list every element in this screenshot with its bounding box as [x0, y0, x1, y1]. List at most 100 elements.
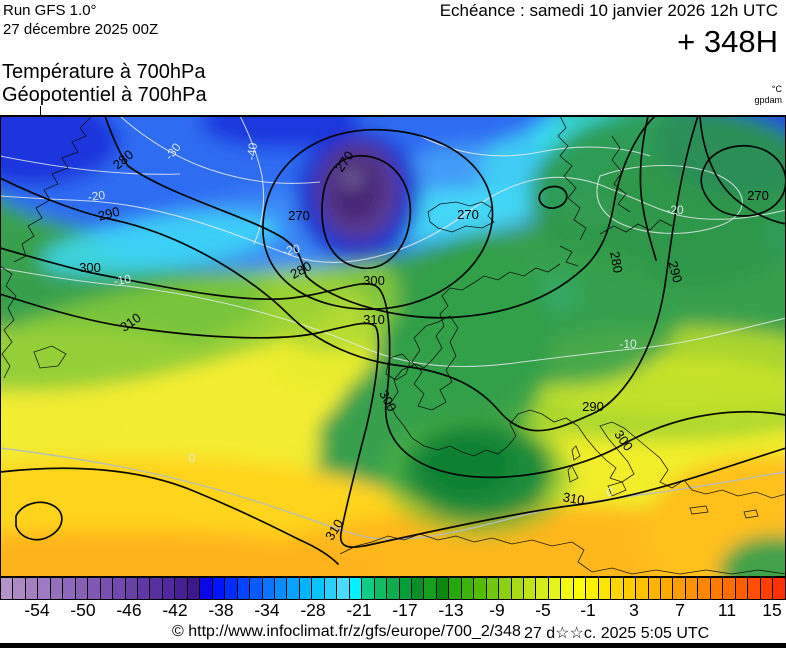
colorbar-cell [212, 578, 226, 599]
colorbar-cell [486, 578, 500, 599]
colorbar-ticks: -54 -50 -46 -42 -38 -34 -28 -21 -17 -13 -9 -5 -1 3 7 11… [0, 599, 786, 621]
colorbar-tick-label: -21 [346, 600, 372, 620]
colorbar-cell [424, 578, 437, 599]
colorbar-tick-label: -46 [116, 600, 142, 620]
colorbar-cell [337, 578, 350, 599]
colorbar-cell [536, 578, 549, 599]
colorbar-cell [274, 578, 288, 599]
colorbar-cell [623, 578, 637, 599]
isotherm-label: -40 [244, 142, 260, 161]
colorbar-cell [399, 578, 412, 599]
isotherm-label: -20 [666, 203, 684, 217]
colorbar-cell [250, 578, 263, 599]
colorbar-cell [63, 578, 76, 599]
geopotential-contour-label: 280 [607, 250, 626, 274]
colorbar-cell [162, 578, 176, 599]
colorbar-cell [125, 578, 138, 599]
colorbar-cell [598, 578, 612, 599]
colorbar-cell [511, 578, 525, 599]
footer: © http://www.infoclimat.fr/z/gfs/europe/… [0, 620, 786, 643]
colorbar-tick-label: -34 [254, 600, 280, 620]
parameter-geopotential: Géopotentiel à 700hPa [2, 84, 207, 106]
colorbar-cell [698, 578, 711, 599]
weather-map: -30 -40 -20 -20 -20 -10 -10 0 0 270 270 270 270 280 2… [0, 115, 786, 577]
colorbar-cell [524, 578, 537, 599]
colorbar-cell [287, 578, 300, 599]
colorbar-tick-label: 3 [629, 600, 639, 620]
colorbar-cell [773, 578, 786, 599]
colorbar-tick-label: -38 [208, 600, 234, 620]
geopotential-contour-label: 270 [288, 208, 310, 223]
colorbar-tick-label: -42 [162, 600, 188, 620]
valid-time-block: Echéance : samedi 10 janvier 2026 12h UT… [440, 1, 778, 60]
colorbar-cell [113, 578, 126, 599]
isotherm-label: 0 [607, 485, 614, 499]
colorbar-cell [374, 578, 388, 599]
colorbar-cell [499, 578, 512, 599]
colorbar-cell [723, 578, 736, 599]
colorbar-cell [25, 578, 39, 599]
geopotential-contour-label: 290 [96, 204, 121, 224]
map-frame-tick [40, 106, 41, 115]
colorbar-cell [436, 578, 450, 599]
colorbar-cell [150, 578, 163, 599]
isotherm-label: -20 [281, 241, 301, 258]
colorbar-cell [50, 578, 64, 599]
unit-geopotential: gpdam [754, 95, 782, 105]
colorbar-cell [760, 578, 774, 599]
colorbar-tick-label: -9 [489, 600, 505, 620]
colorbar-cell [648, 578, 662, 599]
isotherm-label: -20 [87, 188, 106, 204]
colorbar-cell [312, 578, 325, 599]
geopotential-contour-label: 310 [363, 312, 385, 327]
colorbar-cell [200, 578, 213, 599]
isotherm-label: -10 [619, 337, 637, 351]
colorbar-cell [710, 578, 724, 599]
unit-temperature: °C [771, 84, 782, 94]
colorbar-tick-label: 11 [717, 600, 737, 620]
generation-timestamp: 27 d☆☆c. 2025 5:05 UTC [524, 625, 710, 642]
colorbar-cell [137, 578, 151, 599]
run-model: Run GFS 1.0° [3, 2, 97, 19]
colorbar-cell [75, 578, 89, 599]
colorbar-tick-label: -13 [438, 600, 464, 620]
colorbar-cell [225, 578, 238, 599]
colorbar-cell [175, 578, 188, 599]
colorbar-cell [636, 578, 649, 599]
colorbar-tick-label: -50 [70, 600, 96, 620]
copyright-url: © http://www.infoclimat.fr/z/gfs/europe/… [172, 623, 521, 640]
colorbar-tick-label: 15 [762, 600, 782, 620]
parameter-titles: Température à 700hPa Géopotentiel à 700h… [2, 61, 207, 107]
unit-labels: °C gpdam [754, 84, 782, 106]
colorbar-cell [661, 578, 674, 599]
colorbar-tick-label: -28 [300, 600, 326, 620]
colorbar [0, 577, 786, 600]
geopotential-contour-label: 310 [562, 489, 586, 508]
run-info: Run GFS 1.0° 27 décembre 2025 00Z [3, 1, 158, 39]
colorbar-tick-label: -17 [392, 600, 418, 620]
colorbar-cell [573, 578, 587, 599]
colorbar-cell [611, 578, 624, 599]
colorbar-tick-label: -1 [580, 600, 596, 620]
colorbar-cell [237, 578, 251, 599]
colorbar-cell [387, 578, 400, 599]
run-date: 27 décembre 2025 00Z [3, 21, 159, 38]
geopotential-contour-label: 270 [457, 207, 479, 222]
geopotential-contour-label: 300 [79, 260, 101, 275]
bottom-black-bar [0, 643, 786, 648]
colorbar-cell [411, 578, 425, 599]
colorbar-cell [748, 578, 761, 599]
colorbar-cell [349, 578, 363, 599]
geopotential-contour-label: 290 [665, 259, 685, 284]
colorbar-cell [187, 578, 201, 599]
colorbar-cell [88, 578, 101, 599]
colorbar-tick-label: -5 [535, 600, 551, 620]
coastlines [0, 116, 786, 575]
isotherm-lines [0, 116, 786, 541]
colorbar-cell [673, 578, 686, 599]
colorbar-cell [449, 578, 462, 599]
isotherm-label: 0 [189, 451, 196, 465]
colorbar-cell [685, 578, 699, 599]
colorbar-cell [586, 578, 599, 599]
colorbar-tick-label: 7 [675, 600, 685, 620]
